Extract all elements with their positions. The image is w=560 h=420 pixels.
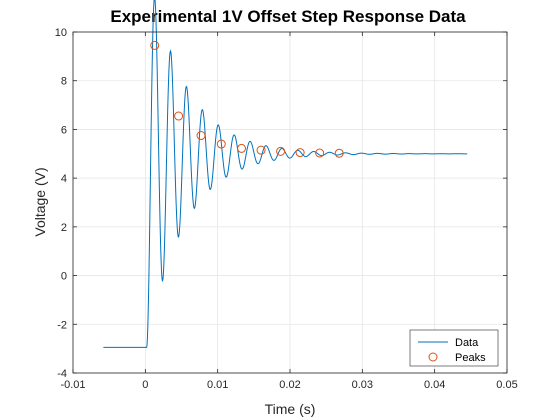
chart-title: Experimental 1V Offset Step Response Dat… [110, 7, 466, 26]
y-tick-label: -2 [57, 319, 67, 331]
peak-marker [174, 111, 184, 121]
x-tick-label: 0.04 [424, 379, 445, 391]
y-tick-label: 4 [61, 173, 67, 185]
peak-marker [276, 146, 286, 156]
y-axis-label: Voltage (V) [32, 167, 48, 236]
peak-marker [315, 148, 325, 158]
legend-peaks-swatch [428, 352, 438, 362]
x-tick-label: 0.05 [496, 379, 517, 391]
x-tick-label: 0.01 [207, 379, 228, 391]
peak-marker [295, 148, 305, 158]
legend-peaks-label: Peaks [455, 352, 486, 364]
peak-marker [256, 145, 266, 155]
peak-marker [216, 139, 226, 149]
peak-marker [334, 148, 344, 158]
y-tick-label: -4 [57, 368, 67, 380]
y-tick-label: 10 [55, 27, 67, 39]
y-tick-label: 8 [61, 76, 67, 88]
legend: Data Peaks [409, 329, 499, 367]
peak-marker [196, 131, 206, 141]
peak-marker [237, 143, 247, 153]
x-tick-label: 0 [142, 379, 148, 391]
x-axis-label: Time (s) [265, 401, 316, 417]
legend-data-label: Data [455, 337, 479, 349]
data-series-line [103, 0, 468, 348]
peak-marker [150, 40, 160, 50]
x-tick-label: 0.03 [352, 379, 373, 391]
data-layer [103, 0, 468, 348]
tick-layer: -0.01 0 0.01 0.02 0.03 0.04 0.05 -4 -2 0 2 4 6 8 10 [55, 27, 518, 391]
y-tick-label: 6 [61, 124, 67, 136]
y-tick-label: 2 [61, 222, 67, 234]
legend-box [409, 329, 499, 367]
x-tick-label: -0.01 [60, 379, 85, 391]
x-tick-label: 0.02 [279, 379, 300, 391]
y-tick-label: 0 [61, 271, 67, 283]
